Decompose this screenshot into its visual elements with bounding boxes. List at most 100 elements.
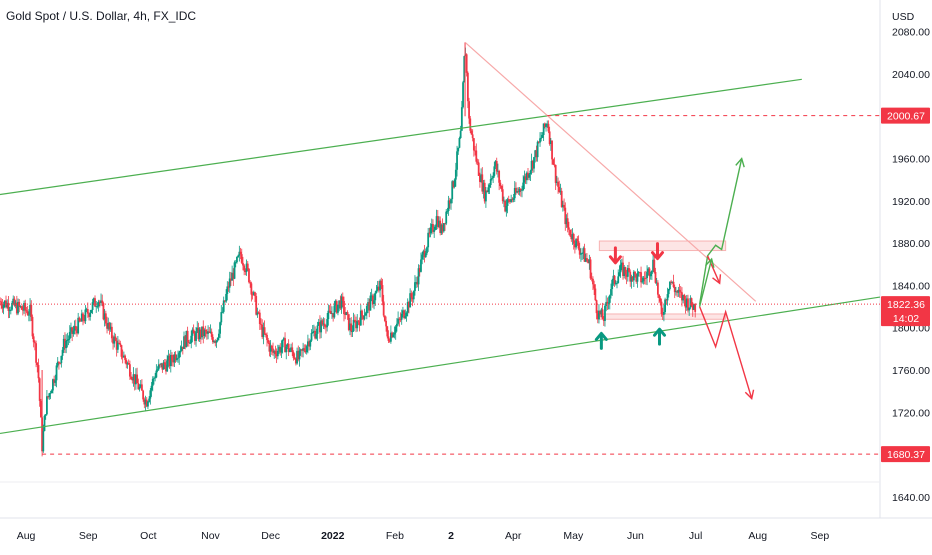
y-tick-label: 1760.00	[892, 365, 930, 377]
candle-body	[570, 235, 573, 240]
candle-body	[42, 431, 45, 452]
candle-body	[655, 282, 658, 284]
candle-body	[191, 329, 194, 336]
candle-body	[569, 229, 571, 236]
candle-body	[334, 301, 337, 306]
candle-body	[132, 374, 135, 381]
candle-body	[257, 312, 260, 314]
candle-body	[549, 140, 552, 144]
candle-body	[52, 379, 54, 391]
candle-body	[531, 160, 534, 169]
candle-body	[167, 355, 170, 361]
candle-body	[300, 349, 303, 351]
candle-body	[316, 325, 319, 334]
candle-body	[471, 134, 474, 139]
candle-body	[313, 330, 315, 332]
candle-body	[288, 350, 291, 352]
candle-body	[98, 301, 101, 303]
candle-body	[666, 294, 669, 301]
candle-body	[240, 254, 243, 263]
price-level-label-box	[881, 446, 930, 463]
candle-body	[495, 161, 498, 172]
candle-body	[397, 318, 400, 324]
candle-body	[393, 332, 396, 335]
candle-body	[332, 313, 335, 318]
candle-body	[80, 313, 83, 322]
candle-body	[552, 159, 555, 165]
candle-body	[335, 301, 338, 313]
candle-body	[72, 330, 75, 334]
candle-body	[168, 355, 171, 367]
candle-body	[620, 262, 623, 265]
candle-body	[640, 272, 642, 283]
candle-body	[125, 359, 128, 365]
candle-body	[122, 355, 125, 358]
candle-body	[448, 200, 451, 204]
candle-body	[142, 390, 145, 400]
candle-body	[214, 341, 217, 343]
candle-body	[602, 319, 605, 321]
x-tick-label: May	[563, 530, 584, 542]
x-tick-label: 2022	[321, 530, 345, 542]
candle-body	[369, 295, 372, 311]
candle-body	[667, 288, 670, 295]
candle-body	[350, 323, 353, 332]
candle-body	[88, 313, 90, 317]
candle-body	[612, 275, 615, 281]
candle-body	[326, 319, 329, 328]
candle-body	[440, 224, 443, 233]
candle-body	[523, 176, 526, 183]
candle-body	[658, 294, 660, 299]
candle-body	[245, 263, 248, 273]
candle-body	[460, 107, 463, 131]
candle-body	[546, 123, 549, 125]
candle-body	[233, 262, 236, 279]
candle-body	[104, 313, 107, 324]
candle-body	[428, 232, 431, 234]
candle-body	[497, 170, 499, 172]
candle-body	[675, 291, 677, 293]
candle-body	[638, 272, 641, 273]
candle-body	[213, 341, 215, 343]
candle-body	[466, 72, 469, 102]
candle-body	[586, 258, 588, 261]
candle-body	[503, 200, 505, 202]
candle-body	[380, 280, 383, 286]
candle-body	[38, 378, 41, 401]
candle-body	[427, 232, 430, 248]
candle-body	[325, 326, 327, 328]
candle-body	[102, 303, 105, 320]
x-tick-label: Apr	[505, 530, 522, 542]
candle-body	[445, 211, 448, 224]
candle-body	[368, 302, 371, 311]
candle-body	[613, 275, 616, 284]
arrow-head	[594, 331, 608, 341]
candle-body	[207, 331, 209, 334]
candle-body	[198, 329, 201, 340]
candle-body	[604, 305, 606, 321]
candle-body	[217, 333, 220, 338]
candle-body	[472, 138, 475, 151]
scenario-arrowhead-icon	[744, 389, 755, 400]
candle-body	[412, 291, 415, 300]
candle-body	[310, 333, 313, 341]
candle-body	[143, 399, 146, 405]
candle-body	[656, 282, 659, 295]
candle-body	[173, 354, 176, 363]
candle-body	[110, 326, 113, 339]
candle-body	[275, 354, 278, 357]
candle-body	[356, 320, 359, 329]
candle-body	[204, 329, 207, 332]
candle-body	[566, 218, 569, 228]
candle-body	[136, 374, 139, 384]
candle-body	[601, 309, 604, 320]
candle-body	[234, 262, 237, 263]
candle-body	[46, 396, 48, 415]
candle-body	[23, 303, 25, 311]
candle-body	[107, 322, 110, 329]
candle-body	[500, 185, 503, 190]
candle-body	[269, 345, 272, 352]
candle-body	[294, 358, 297, 364]
x-tick-label: Sep	[811, 530, 830, 542]
